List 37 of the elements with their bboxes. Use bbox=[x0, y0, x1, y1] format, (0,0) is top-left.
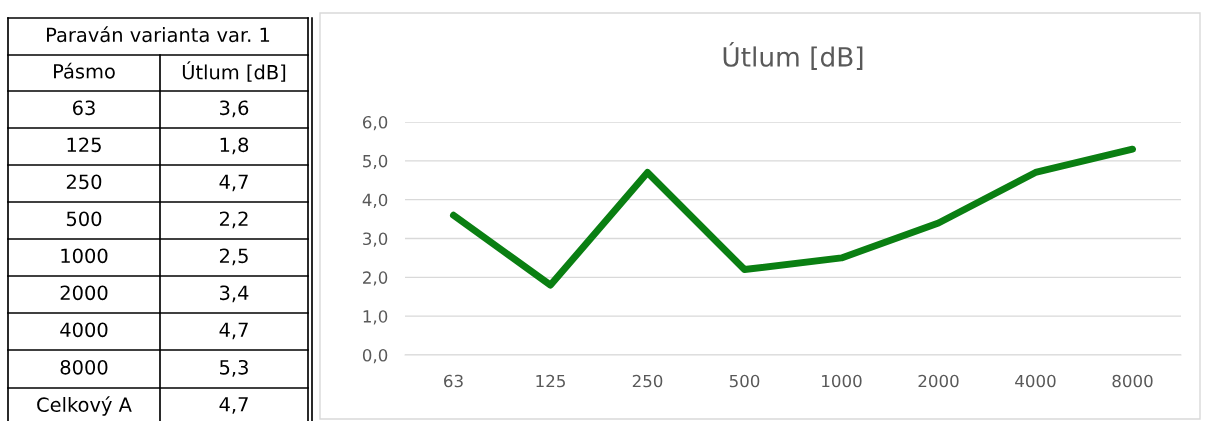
y-tick-label: 6,0 bbox=[362, 115, 388, 131]
x-tick-label: 4000 bbox=[1015, 374, 1056, 388]
text: 63 bbox=[72, 100, 95, 116]
y-tick-label: 0,0 bbox=[362, 348, 388, 364]
x-tick-label: 1000 bbox=[822, 374, 862, 388]
y-tick-label: 5,0 bbox=[363, 154, 388, 170]
chart-title: Útlum [dB] bbox=[723, 42, 863, 70]
x-tick-label: 125 bbox=[536, 374, 565, 388]
text: 4,7 bbox=[219, 174, 248, 192]
text: 5,3 bbox=[220, 359, 248, 377]
text: 500 bbox=[66, 211, 102, 227]
text: Paraván varianta var. 1 bbox=[47, 26, 270, 43]
y-tick-label: 3,0 bbox=[363, 232, 388, 247]
text: 125 bbox=[67, 137, 101, 153]
x-tick-label: 63 bbox=[444, 374, 463, 388]
x-tick-label: 250 bbox=[632, 374, 663, 388]
y-tick-label: 1,0 bbox=[363, 310, 388, 325]
text: 1000 bbox=[61, 248, 108, 264]
text: Útlum [dB] bbox=[182, 61, 286, 82]
text: 3,6 bbox=[220, 100, 249, 118]
y-tick-label: 2,0 bbox=[363, 271, 388, 286]
text: 2000 bbox=[60, 285, 108, 301]
x-tick-label: 2000 bbox=[918, 374, 959, 388]
text: Pásmo bbox=[54, 62, 115, 79]
text: Celkový A bbox=[37, 396, 132, 416]
text: 4,7 bbox=[219, 397, 248, 414]
text: 250 bbox=[66, 174, 102, 190]
text: 3,4 bbox=[220, 285, 249, 303]
text: 4,7 bbox=[219, 322, 248, 340]
text: 2,5 bbox=[219, 248, 248, 266]
x-tick-label: 8000 bbox=[1112, 374, 1153, 388]
text: 1,8 bbox=[220, 137, 249, 155]
x-tick-label: 500 bbox=[729, 374, 760, 388]
text: 2,2 bbox=[219, 211, 248, 229]
text: 4000 bbox=[60, 322, 108, 338]
y-tick-label: 4,0 bbox=[362, 193, 388, 208]
text: 8000 bbox=[60, 359, 108, 375]
